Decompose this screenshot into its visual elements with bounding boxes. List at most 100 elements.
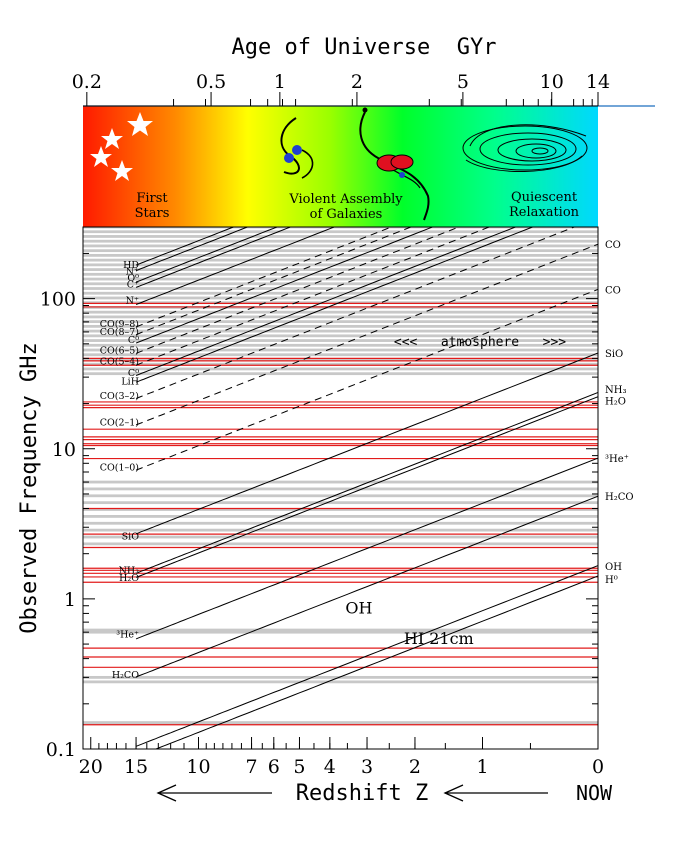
bottom-tick-label: 4 (324, 756, 336, 778)
series-line-c (135, 227, 292, 288)
atmosphere-band (83, 310, 598, 314)
bottom-tick-label: 6 (268, 756, 280, 778)
series-line-lih (135, 227, 535, 383)
left-label-n: N⁺ (126, 296, 139, 307)
atmosphere-band (83, 487, 598, 491)
atmosphere-band (83, 535, 598, 539)
atmosphere-band (83, 675, 598, 679)
right-label-sio: SiO (605, 349, 623, 360)
bottom-tick-label: 15 (124, 756, 148, 778)
series-line-hi-21cm (154, 575, 598, 749)
series-line-co-2-1 (135, 243, 598, 426)
atmosphere-band (83, 348, 598, 352)
series-line-co-8-7 (135, 227, 413, 336)
series-lines (135, 227, 598, 749)
atmosphere-band (83, 244, 598, 248)
bottom-tick-label: 2 (409, 756, 421, 778)
left-label-co-2-1: CO(2–1) (100, 417, 139, 428)
atmosphere-band (83, 628, 598, 632)
now-label: NOW (576, 781, 613, 805)
top-axis-ticks: 0.2 0.5 1 2 5 10 14 (72, 71, 610, 106)
era-label-quiescent-line1: Quiescent (511, 190, 578, 205)
right-label-he: ³He⁺ (605, 454, 629, 465)
series-line-co-6-5 (135, 227, 461, 354)
right-label-oh: OH (605, 562, 622, 573)
atmosphere-band (83, 501, 598, 505)
series-line-hd (135, 227, 235, 266)
left-label-he: ³He⁺ (116, 629, 139, 640)
right-label-h-co: H₂CO (605, 492, 634, 503)
series-line-c (135, 227, 517, 376)
atmosphere-band (83, 630, 598, 634)
atmosphere-band (83, 268, 598, 271)
spiral-galaxy-icon (462, 124, 588, 172)
top-axis-title: Age of Universe GYr (232, 35, 497, 60)
right-label-co: CO (605, 285, 621, 296)
left-label-c: C⁰ (128, 335, 139, 346)
top-tick-label: 1 (274, 71, 286, 93)
inline-label-oh: OH (345, 598, 372, 617)
atmosphere-band (83, 282, 598, 286)
atmosphere-label: <<< atmosphere >>> (394, 335, 566, 350)
atmosphere-band (83, 291, 598, 295)
left-label-n: N⁺ (126, 266, 139, 277)
bottom-axis-title-group: Redshift Z NOW (156, 781, 613, 806)
left-label-co-1-0: CO(1–0) (100, 463, 139, 474)
top-tick-label: 14 (586, 71, 610, 93)
left-arrow-icon (156, 784, 272, 802)
atmosphere-band (83, 235, 598, 238)
atmosphere-band (83, 542, 598, 546)
atmosphere-band (83, 722, 598, 725)
top-tick-label: 0.2 (72, 71, 102, 93)
atmosphere-band (83, 680, 598, 684)
top-tick-label: 0.5 (196, 71, 226, 93)
bottom-tick-label: 3 (361, 756, 373, 778)
atmosphere-band (83, 258, 598, 262)
atmosphere-band (83, 277, 598, 281)
atmosphere-band (83, 324, 598, 328)
left-label-co-6-5: CO(6–5) (100, 346, 139, 357)
left-label-co-8-7: CO(8–7) (100, 327, 139, 338)
left-label-h-o: H₂O (119, 573, 139, 584)
left-label-co-5-4: CO(5–4) (100, 357, 139, 368)
series-line-sio (135, 352, 598, 535)
era-label-first-line1: First (136, 191, 168, 206)
right-label-nh: NH₃ (605, 385, 626, 396)
y-tick-label: 10 (52, 439, 76, 461)
era-label-violent-line1: Violent Assembly (288, 192, 403, 207)
series-line-co-9-8 (135, 227, 393, 328)
bottom-tick-label: 5 (293, 756, 305, 778)
interference-lines (83, 302, 598, 726)
bottom-axis-title: Redshift Z (296, 781, 428, 806)
atmosphere-band (83, 239, 598, 243)
y-axis-title: Observed Frequency GHz (17, 342, 42, 633)
inline-line-labels: OH HI 21cm (345, 598, 473, 648)
series-line-co-5-4 (135, 227, 491, 366)
y-tick-label: 1 (64, 589, 76, 611)
atmosphere-band (83, 263, 598, 267)
merger-galaxy-icon (280, 107, 430, 221)
series-line-o (135, 227, 279, 283)
top-axis: 0.2 0.5 1 2 5 10 14 Age of Universe GYr (72, 35, 655, 107)
bottom-tick-label: 20 (79, 756, 103, 778)
atmosphere-band (83, 339, 598, 342)
atmosphere-band (83, 358, 598, 361)
inline-label-hi-21cm: HI 21cm (404, 629, 474, 648)
atmosphere-band (83, 334, 598, 338)
bottom-tick-label: 10 (186, 756, 210, 778)
y-tick-label: 100 (40, 289, 76, 311)
atmosphere-band (83, 372, 598, 376)
left-label-h-co: H₂CO (112, 670, 139, 681)
atmosphere-band (83, 480, 598, 484)
era-label-violent-line2: of Galaxies (310, 207, 383, 222)
left-label-c: C⁰ (128, 368, 139, 379)
atmosphere-band (83, 249, 598, 253)
left-line-labels: HDN⁺O⁰C⁺N⁺CO(9–8)CO(8–7)C⁰CO(6–5)CO(5–4)… (100, 260, 140, 681)
atmosphere-band (83, 508, 598, 511)
bottom-axis-ticks: 20 15 10 7 6 5 4 3 2 1 0 (79, 737, 604, 778)
series-line-h-co (135, 495, 598, 678)
era-label-first-line2: Stars (135, 206, 170, 221)
left-label-co-9-8: CO(9–8) (100, 319, 139, 330)
